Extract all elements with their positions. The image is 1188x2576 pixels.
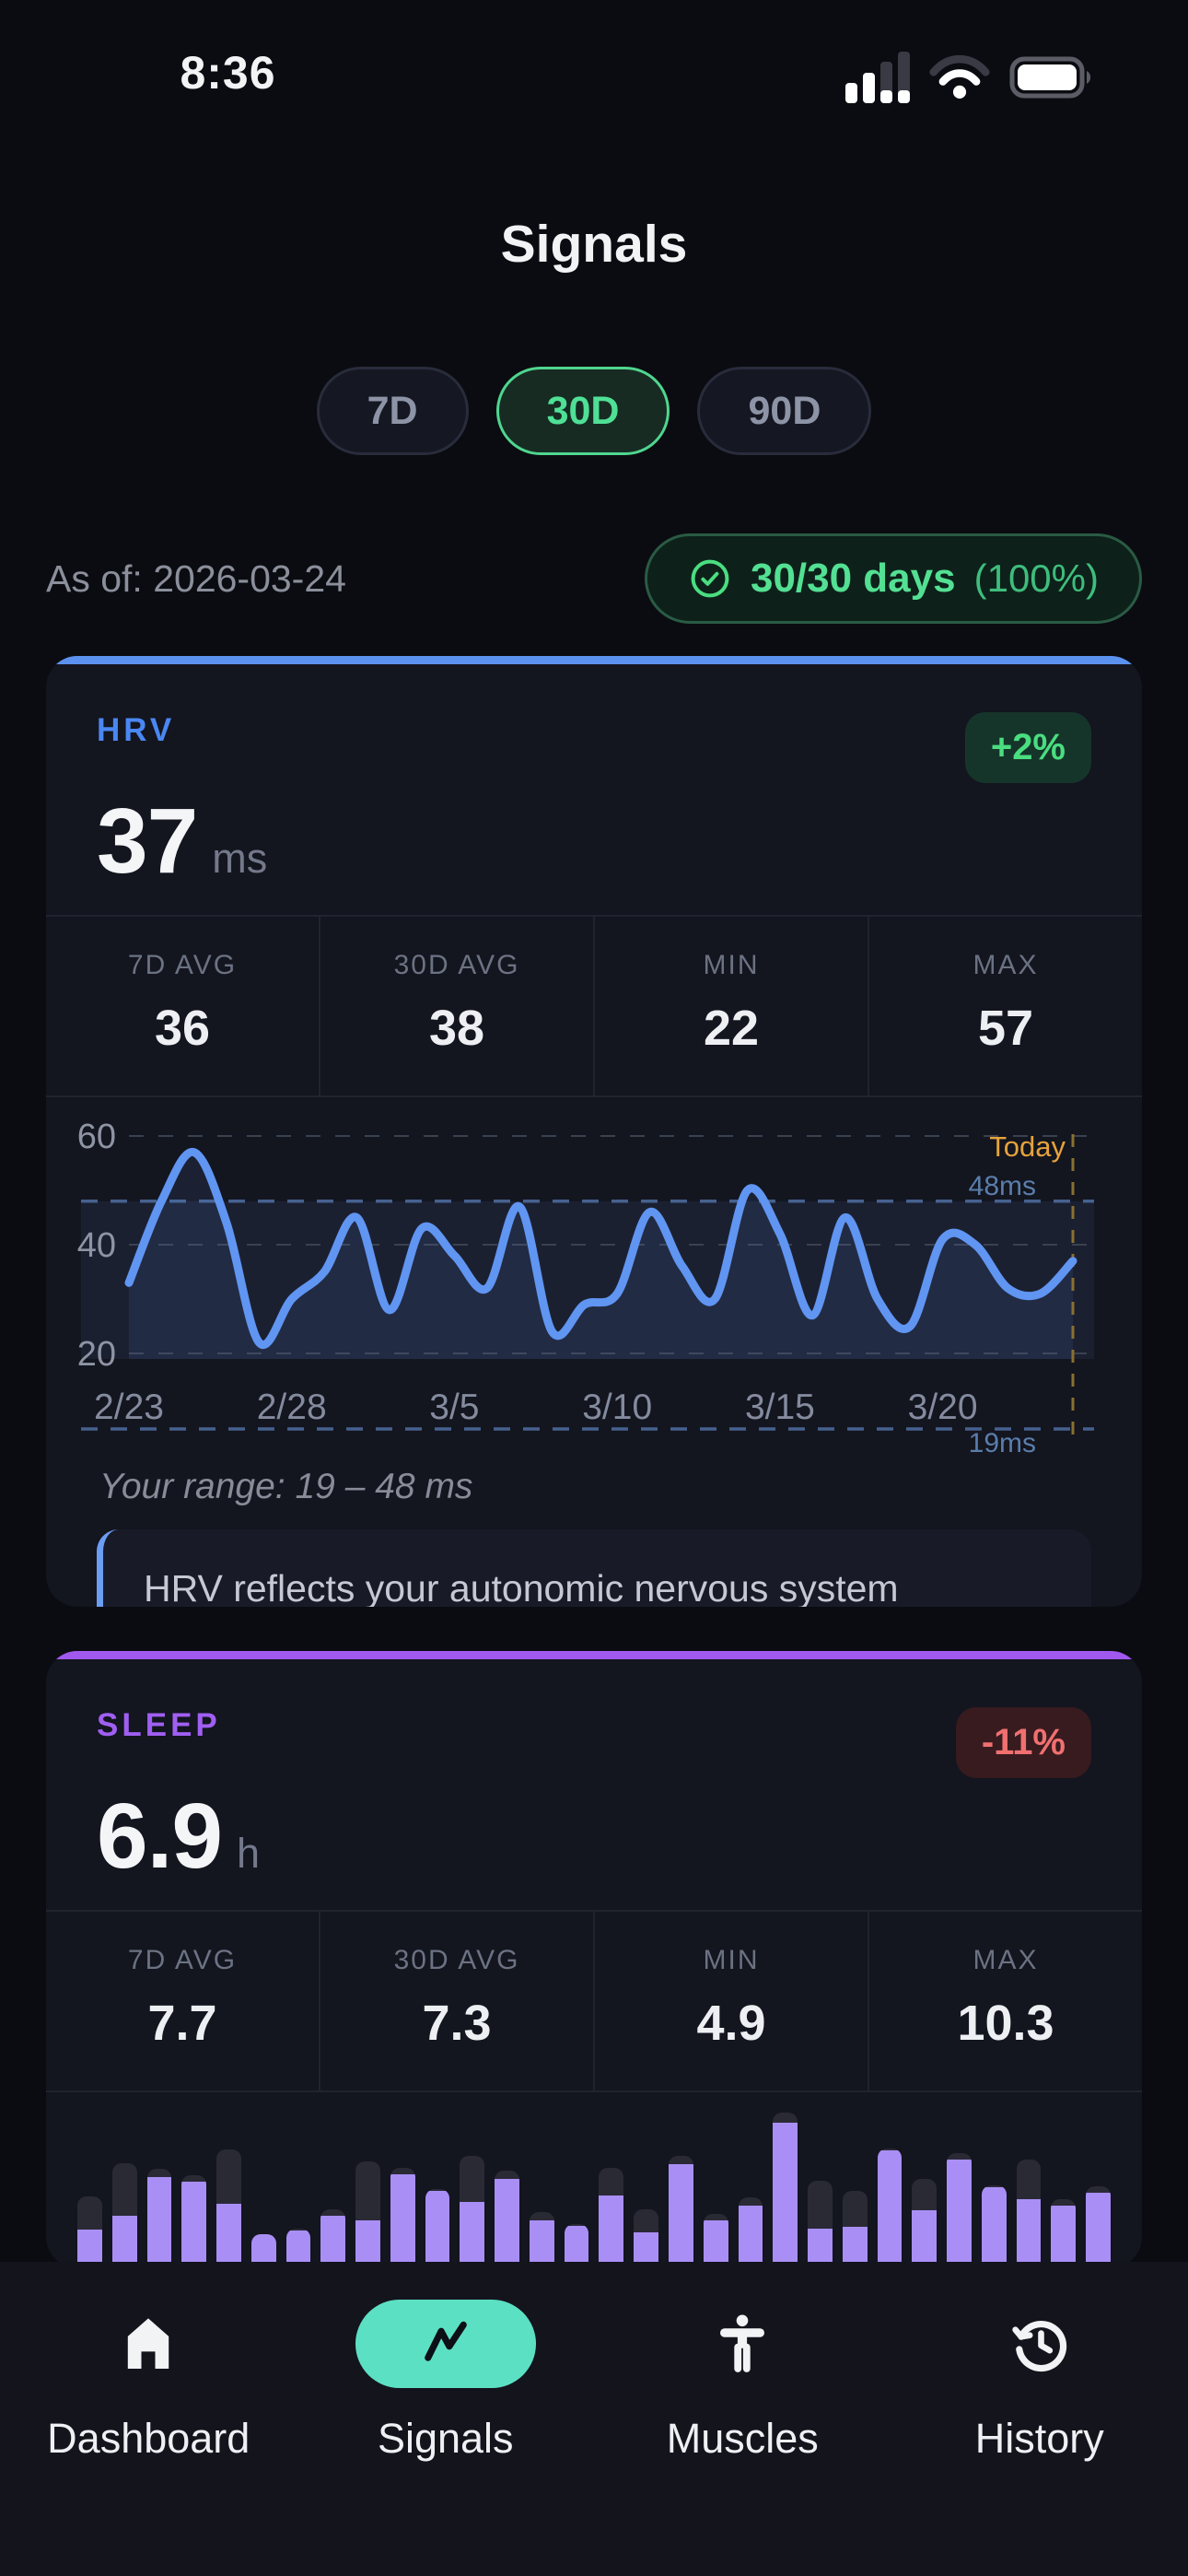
svg-text:60: 60 [77, 1118, 116, 1156]
check-circle-icon [691, 559, 729, 598]
svg-text:48ms: 48ms [969, 1171, 1036, 1201]
sleep-bar [634, 2209, 659, 2268]
sleep-bar [355, 2161, 380, 2268]
hrv-stat-max: MAX 57 [868, 917, 1142, 1095]
sleep-bar [981, 2185, 1007, 2268]
sleep-bar [564, 2224, 589, 2268]
svg-text:3/10: 3/10 [582, 1388, 652, 1427]
coverage-badge[interactable]: 30/30 days (100%) [644, 533, 1142, 624]
sleep-bar [703, 2214, 728, 2268]
asof-date: As of: 2026-03-24 [46, 556, 346, 600]
sleep-bar [495, 2171, 519, 2268]
page-title: Signals [500, 215, 688, 274]
nav-item-history[interactable]: History [891, 2262, 1188, 2576]
range-segmented-control: 7D 30D 90D [0, 367, 1188, 455]
sleep-bar [111, 2163, 137, 2268]
sleep-bar [1051, 2199, 1077, 2268]
sleep-bar [146, 2169, 172, 2268]
sleep-bar [808, 2181, 833, 2268]
sleep-bar [320, 2209, 346, 2268]
sleep-bar [425, 2189, 450, 2268]
cellular-signal-icon [845, 52, 910, 103]
sleep-bar [216, 2149, 241, 2268]
sleep-bar [460, 2156, 485, 2268]
nav-item-signals[interactable]: Signals [297, 2262, 595, 2576]
sleep-bar [738, 2197, 763, 2268]
hrv-accent-bar [46, 656, 1142, 664]
sleep-stat-min: MIN 4.9 [593, 1912, 868, 2090]
hrv-range-note: Your range: 19 – 48 ms [99, 1467, 473, 1506]
sleep-unit: h [237, 1830, 261, 1877]
sleep-bar [77, 2196, 102, 2268]
sleep-stats-row: 7D AVG 7.7 30D AVG 7.3 MIN 4.9 MAX 10.3 [46, 1910, 1142, 2092]
sleep-bar [529, 2212, 554, 2268]
active-tab-pill [355, 2300, 536, 2388]
sleep-bar [912, 2179, 938, 2268]
tab-7d[interactable]: 7D [316, 367, 469, 455]
tab-90d[interactable]: 90D [697, 367, 872, 455]
nav-item-dashboard[interactable]: Dashboard [0, 2262, 297, 2576]
coverage-percent: (100%) [973, 556, 1099, 600]
sleep-bar [181, 2175, 207, 2268]
sleep-delta-badge: -11% [955, 1707, 1091, 1778]
sleep-bar [390, 2168, 415, 2268]
sleep-stat-30davg: 30D AVG 7.3 [319, 1912, 593, 2090]
hrv-line-chart[interactable]: 20 40 60 2/23 2/28 3/5 3/10 3/15 3/20 48ms 19ms Tod… [74, 1110, 1114, 1459]
status-bar: 8:36 [0, 46, 1188, 123]
clock: 8:36 [180, 47, 276, 99]
svg-text:2/23: 2/23 [94, 1388, 164, 1427]
trend-line-icon [424, 2321, 467, 2361]
bottom-navbar: Dashboard Signals Muscles [0, 2262, 1188, 2576]
hrv-stat-7davg: 7D AVG 36 [127, 950, 238, 1056]
sleep-value: 6.9 [97, 1785, 223, 1888]
wifi-icon [929, 54, 990, 99]
sleep-bar [669, 2156, 693, 2268]
sleep-stat-max: MAX 10.3 [868, 1912, 1142, 2090]
sleep-bar [947, 2153, 972, 2268]
svg-text:40: 40 [77, 1226, 116, 1265]
person-icon [720, 2314, 765, 2372]
sleep-accent-bar [46, 1651, 1142, 1659]
sleep-bars-chart[interactable] [77, 2107, 1111, 2268]
sleep-stat-7davg: 7D AVG 7.7 [127, 1945, 238, 2051]
svg-text:19ms: 19ms [969, 1428, 1036, 1455]
tab-30d[interactable]: 30D [495, 367, 670, 455]
svg-text:3/15: 3/15 [745, 1388, 815, 1427]
svg-text:3/5: 3/5 [429, 1388, 479, 1427]
hrv-unit: ms [212, 835, 268, 882]
svg-text:2/28: 2/28 [257, 1388, 327, 1427]
home-icon [128, 2318, 169, 2369]
history-clock-icon [1012, 2320, 1066, 2372]
hrv-metric-label: HRV [97, 712, 176, 748]
sleep-bar [1016, 2160, 1042, 2268]
status-icons [845, 52, 1096, 103]
sleep-card: SLEEP -11% 6.9 h 7D AVG 7.7 30D AVG 7.3 … [46, 1651, 1142, 2268]
sleep-metric-label: SLEEP [97, 1707, 221, 1743]
hrv-delta-badge: +2% [964, 712, 1091, 783]
svg-text:20: 20 [77, 1335, 116, 1374]
sleep-bar [1086, 2186, 1111, 2268]
nav-item-muscles[interactable]: Muscles [594, 2262, 891, 2576]
coverage-days: 30/30 days [750, 556, 956, 601]
sleep-bar [842, 2191, 868, 2268]
sleep-bar [773, 2113, 798, 2268]
hrv-info-box: HRV reflects your autonomic nervous syst… [97, 1529, 1091, 1607]
asof-row: As of: 2026-03-24 30/30 days (100%) [46, 533, 1142, 625]
sleep-bar [599, 2168, 624, 2268]
battery-icon [1009, 56, 1091, 99]
hrv-stat-30davg: 30D AVG 38 [319, 917, 593, 1095]
sleep-bar [877, 2149, 903, 2268]
hrv-value: 37 [97, 790, 198, 893]
svg-text:3/20: 3/20 [908, 1388, 978, 1427]
hrv-card: HRV +2% 37 ms 7D AVG 36 30D AVG 38 MIN 2… [46, 656, 1142, 1607]
hrv-stats-row: 7D AVG 36 30D AVG 38 MIN 22 MAX 57 [46, 915, 1142, 1097]
svg-text:Today: Today [989, 1130, 1066, 1163]
hrv-stat-min: MIN 22 [593, 917, 868, 1095]
